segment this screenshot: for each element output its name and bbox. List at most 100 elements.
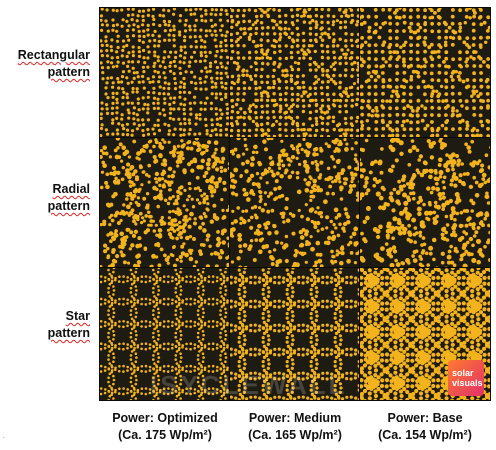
pattern-dot	[193, 75, 197, 79]
pattern-dot	[205, 178, 210, 184]
pattern-dot	[202, 289, 205, 292]
pattern-dot	[430, 120, 434, 124]
pattern-dot	[183, 215, 187, 219]
pattern-dot	[360, 231, 364, 236]
pattern-dot	[266, 14, 271, 19]
pattern-dot	[285, 69, 289, 73]
pattern-dot	[142, 48, 146, 53]
pattern-dot	[216, 365, 219, 369]
pattern-dot	[198, 327, 201, 331]
pattern-dot	[152, 96, 157, 100]
pattern-dot	[230, 116, 234, 120]
pattern-dot	[179, 133, 183, 137]
pattern-dot	[179, 268, 183, 270]
pattern-dot	[266, 39, 270, 43]
pattern-dot	[344, 52, 348, 56]
pattern-dot	[167, 123, 171, 128]
pattern-dot	[172, 72, 176, 76]
pattern-dot	[406, 197, 412, 203]
pattern-dot	[461, 245, 467, 250]
pattern-dot	[274, 240, 280, 245]
pattern-dot	[201, 293, 205, 296]
pattern-dot	[301, 98, 306, 103]
pattern-dot	[198, 132, 202, 136]
pattern-dot	[200, 276, 203, 279]
pattern-dot	[395, 262, 401, 268]
pattern-dot	[188, 35, 192, 39]
pattern-dot	[423, 92, 427, 97]
pattern-dot	[142, 196, 147, 201]
pattern-dot	[266, 74, 270, 79]
pattern-dot	[110, 346, 114, 350]
pattern-dot	[254, 50, 258, 54]
pattern-dot	[338, 222, 342, 226]
pattern-dot	[383, 20, 388, 25]
pattern-dot	[144, 370, 148, 373]
pattern-dot	[187, 181, 192, 186]
pattern-dot	[406, 104, 410, 108]
pattern-dot	[191, 205, 196, 209]
pattern-dot	[487, 223, 490, 228]
pattern-dot	[319, 27, 323, 31]
pattern-dot	[271, 162, 275, 166]
pattern-dot	[162, 92, 166, 96]
pattern-dot	[130, 80, 134, 84]
pattern-dot	[475, 133, 480, 138]
pattern-dot	[323, 31, 327, 35]
pattern-dot	[300, 14, 304, 18]
pattern-dot	[349, 188, 353, 192]
pattern-dot	[426, 84, 431, 89]
pattern-dot	[373, 92, 378, 96]
pattern-dot	[486, 178, 490, 184]
pattern-dot	[319, 264, 324, 268]
pattern-dot	[133, 365, 136, 369]
pattern-dot	[236, 98, 240, 102]
pattern-dot	[402, 184, 406, 188]
pattern-dot	[136, 344, 140, 347]
pattern-dot	[388, 63, 392, 68]
pattern-dot	[338, 104, 342, 109]
pattern-dot	[124, 197, 129, 201]
pattern-dot	[222, 276, 226, 279]
pattern-dot	[111, 65, 115, 69]
pattern-dot	[248, 109, 253, 114]
pattern-dot	[167, 20, 172, 24]
pattern-dot	[440, 260, 445, 265]
pattern-dot	[161, 60, 165, 64]
pattern-dot	[156, 330, 160, 333]
pattern-dot	[125, 211, 129, 215]
pattern-dot	[395, 120, 400, 124]
pattern-dot	[295, 170, 300, 175]
pattern-dot	[242, 187, 247, 192]
pattern-dot	[488, 35, 490, 40]
pattern-dot	[305, 240, 309, 244]
pattern-dot	[173, 64, 177, 68]
pattern-dot	[129, 331, 133, 335]
pattern-dot	[281, 152, 287, 157]
pattern-dot	[281, 280, 285, 284]
pattern-dot	[319, 211, 323, 215]
pattern-dot	[409, 179, 413, 184]
pattern-dot	[141, 216, 145, 220]
pattern-dot	[200, 158, 206, 164]
pattern-dot	[169, 96, 173, 100]
pattern-dot	[455, 109, 459, 113]
pattern-dot	[134, 293, 138, 296]
pattern-dot	[486, 64, 490, 69]
pattern-dot	[293, 253, 298, 258]
pattern-dot	[152, 286, 155, 290]
pattern-dot	[211, 370, 215, 373]
pattern-dot	[205, 207, 209, 211]
pattern-dot	[306, 143, 312, 149]
pattern-dot	[335, 19, 339, 23]
pattern-dot	[107, 376, 110, 380]
pattern-dot	[325, 85, 330, 90]
pattern-dot	[290, 92, 295, 97]
pattern-dot	[284, 128, 288, 132]
pattern-dot	[214, 13, 218, 17]
cell-rectangular-medium	[229, 7, 361, 139]
pattern-dot	[175, 305, 179, 308]
pattern-dot	[388, 195, 394, 201]
pattern-dot	[384, 242, 389, 246]
pattern-dot	[295, 13, 300, 17]
